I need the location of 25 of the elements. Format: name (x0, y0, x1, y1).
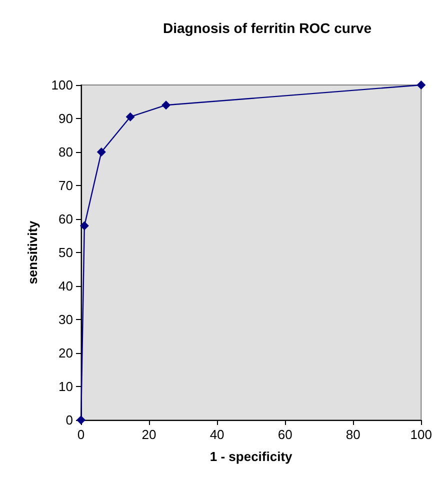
point (80, 221, 89, 230)
y-tick-label: 0 (66, 412, 73, 428)
y-tick-label: 30 (58, 312, 73, 327)
y-tick-label: 80 (58, 144, 73, 160)
y-tick-label: 20 (58, 346, 73, 360)
point (126, 112, 135, 122)
y-tick-label: 50 (58, 245, 73, 260)
y-axis-title: sensitivity (25, 220, 40, 284)
x-tick-label: 80 (346, 427, 360, 442)
x-tick-label: 60 (278, 427, 292, 442)
point (96, 148, 106, 156)
y-tick-label: 10 (58, 379, 73, 394)
y-tick-label: 40 (58, 278, 73, 294)
x-tick-label: 0 (77, 427, 85, 442)
y-tick-label: 90 (58, 111, 73, 126)
x-axis-title: 1 - specificity (210, 449, 294, 464)
x-tick-label: 20 (142, 427, 156, 442)
y-tick-label: 70 (58, 178, 73, 193)
y-tick-label: 100 (51, 78, 73, 92)
x-tick-label: 40 (210, 427, 224, 442)
y-tick-label: 60 (58, 212, 73, 226)
point (162, 100, 171, 110)
x-tick-label: 100 (410, 427, 432, 442)
chart-title: Diagnosis of ferritin ROC curve (163, 20, 372, 36)
point (416, 80, 426, 90)
